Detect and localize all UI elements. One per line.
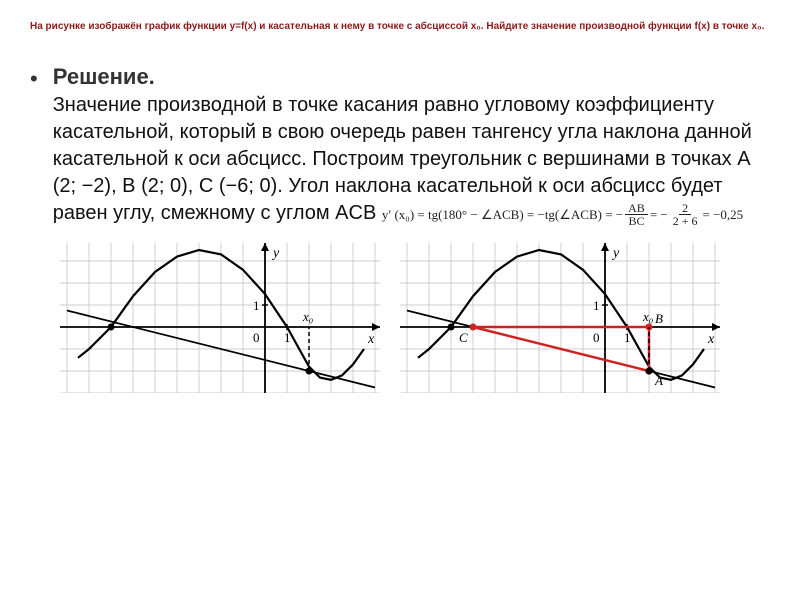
charts-row: yx110x₀ yx110x₀ABC <box>60 243 770 398</box>
svg-text:x: x <box>707 332 715 347</box>
problem-title: На рисунке изображён график функции y=f(… <box>30 20 770 34</box>
frac-1: AB BC <box>625 202 648 228</box>
svg-text:x₀: x₀ <box>302 309 313 324</box>
solution-body: Значение производной в точке касания рав… <box>53 92 770 228</box>
formula-mid: = − <box>650 206 668 224</box>
svg-text:0: 0 <box>253 330 260 345</box>
svg-text:x: x <box>367 332 375 347</box>
svg-text:y: y <box>271 246 280 261</box>
svg-text:B: B <box>655 311 663 326</box>
svg-text:y: y <box>611 246 620 261</box>
svg-text:1: 1 <box>593 298 600 313</box>
bullet-icon: • <box>30 66 38 228</box>
formula-rhs: = −0,25 <box>703 206 744 224</box>
svg-text:x₀: x₀ <box>642 309 653 324</box>
formula: y′ (x₀) = tg(180° − ∠ACB) = −tg(∠ACB) = … <box>382 202 743 228</box>
chart-right: yx110x₀ABC <box>400 243 720 398</box>
svg-text:C: C <box>459 330 468 345</box>
formula-lhs: y′ (x₀) = tg(180° − ∠ACB) = −tg(∠ACB) = … <box>382 206 623 224</box>
svg-text:1: 1 <box>253 298 260 313</box>
solution-block: • Решение. Значение производной в точке … <box>30 64 770 228</box>
svg-text:A: A <box>654 373 663 388</box>
frac-2: 2 2 + 6 <box>670 202 701 228</box>
solution-heading: Решение. <box>53 64 770 90</box>
svg-text:0: 0 <box>593 330 600 345</box>
chart-left: yx110x₀ <box>60 243 380 398</box>
